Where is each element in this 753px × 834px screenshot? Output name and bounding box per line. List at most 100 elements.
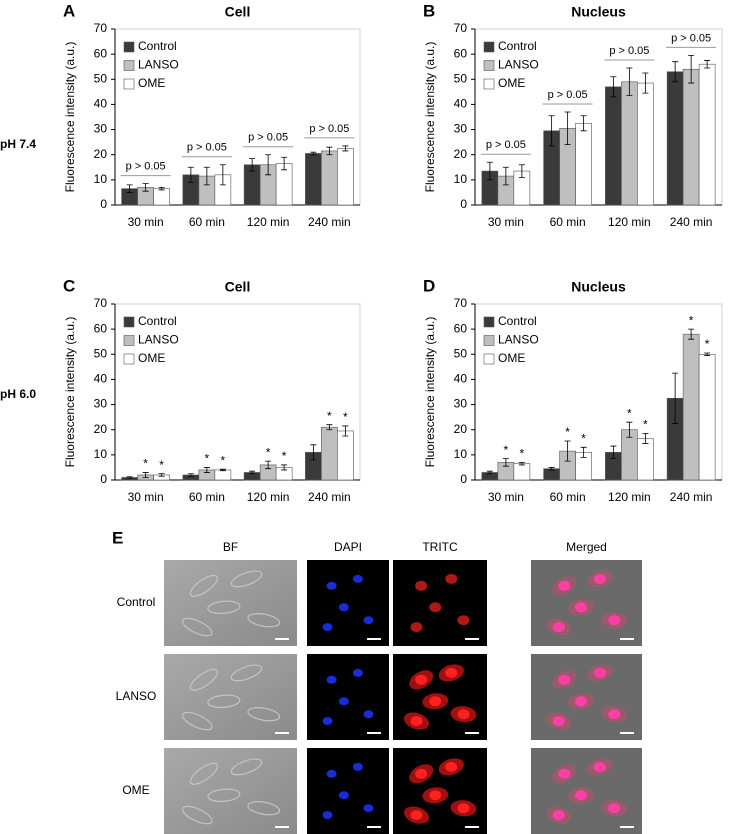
chart-title: Nucleus	[571, 279, 626, 295]
y-tick-label: 0	[460, 472, 467, 486]
y-axis-label: Fluorescence intensity (a.u.)	[63, 42, 77, 193]
nucleus	[445, 573, 458, 584]
nucleus	[326, 581, 337, 590]
nucleus	[338, 791, 349, 800]
panel-letter: D	[423, 276, 435, 295]
y-axis-label: Fluorescence intensity (a.u.)	[63, 317, 77, 468]
legend-swatch	[483, 353, 495, 365]
error-bar	[672, 372, 679, 424]
annotation: p > 0.05	[309, 123, 349, 135]
error-bar	[326, 424, 333, 431]
legend-label: Control	[498, 314, 537, 328]
y-tick-label: 10	[454, 447, 468, 461]
x-tick-label: 240 min	[308, 490, 351, 504]
legend-label: LANSO	[498, 333, 539, 347]
nucleus	[352, 574, 363, 583]
y-tick-label: 40	[94, 97, 108, 111]
error-bar	[548, 115, 555, 147]
error-bar	[672, 61, 679, 83]
nucleus	[338, 603, 349, 612]
cell-outline	[230, 570, 263, 588]
nucleus	[608, 803, 621, 814]
significance-marker: *	[504, 443, 509, 457]
significance-marker: *	[689, 313, 694, 327]
chart-title: Cell	[225, 4, 251, 20]
legend-swatch	[483, 41, 495, 53]
nucleus	[410, 716, 423, 727]
nucleus	[552, 716, 565, 727]
error-bar	[610, 76, 617, 98]
nucleus	[552, 810, 565, 821]
nucleus	[429, 696, 442, 707]
panel-letter: E	[112, 528, 123, 547]
bar	[682, 333, 700, 481]
panel-letter: A	[63, 1, 75, 20]
error-bar	[486, 470, 493, 475]
bar	[321, 150, 338, 206]
x-tick-label: 120 min	[608, 215, 651, 229]
error-bar	[187, 473, 194, 477]
annotation: p > 0.05	[609, 45, 649, 57]
bar	[666, 71, 684, 206]
nucleus	[608, 709, 621, 720]
cell-outline	[207, 694, 241, 709]
chart-title: Cell	[225, 279, 251, 295]
nucleus	[457, 803, 470, 814]
significance-marker: *	[705, 337, 710, 351]
bar	[575, 122, 592, 206]
y-tick-label: 70	[94, 21, 108, 35]
y-tick-label: 20	[94, 147, 108, 161]
nucleus	[415, 768, 428, 779]
legend-label: OME	[138, 351, 165, 365]
error-bar	[249, 158, 256, 172]
error-bar	[564, 440, 571, 462]
error-bar	[502, 166, 509, 186]
legend-label: OME	[498, 351, 525, 365]
bar	[321, 426, 338, 481]
y-tick-label: 0	[100, 472, 107, 486]
nucleus	[552, 622, 565, 633]
error-bar	[158, 187, 165, 191]
nucleus	[574, 790, 587, 801]
y-tick-label: 40	[454, 372, 468, 386]
x-tick-label: 30 min	[128, 215, 164, 229]
nucleus	[352, 668, 363, 677]
nucleus	[558, 768, 571, 779]
significance-marker: *	[143, 457, 148, 471]
x-tick-label: 120 min	[247, 215, 290, 229]
y-tick-label: 50	[454, 346, 468, 360]
error-bar	[518, 164, 525, 178]
error-bar	[142, 183, 149, 192]
legend-swatch	[483, 78, 495, 90]
nucleus	[457, 615, 470, 626]
nucleus	[322, 811, 333, 820]
bar	[337, 148, 354, 206]
row-label: Control	[117, 595, 156, 609]
error-bar	[249, 470, 256, 475]
y-tick-label: 60	[94, 321, 108, 335]
x-tick-label: 60 min	[189, 490, 225, 504]
error-bar	[126, 184, 133, 193]
error-bar	[281, 156, 288, 171]
legend-label: LANSO	[138, 58, 179, 72]
nucleus	[593, 761, 606, 772]
x-tick-label: 240 min	[670, 215, 713, 229]
nucleus	[322, 717, 333, 726]
error-bar	[219, 164, 226, 186]
x-tick-label: 60 min	[550, 490, 586, 504]
y-tick-label: 30	[454, 397, 468, 411]
y-tick-label: 50	[94, 346, 108, 360]
y-tick-label: 30	[454, 122, 468, 136]
significance-marker: *	[643, 418, 648, 432]
legend-label: LANSO	[498, 58, 539, 72]
cell-outline	[181, 711, 213, 731]
row-label: OME	[122, 783, 149, 797]
y-tick-label: 10	[454, 172, 468, 186]
nucleus	[415, 580, 428, 591]
error-bar	[610, 445, 617, 460]
y-tick-label: 60	[454, 321, 468, 335]
micrograph	[393, 560, 487, 646]
error-bar	[518, 462, 525, 466]
y-tick-label: 30	[94, 397, 108, 411]
